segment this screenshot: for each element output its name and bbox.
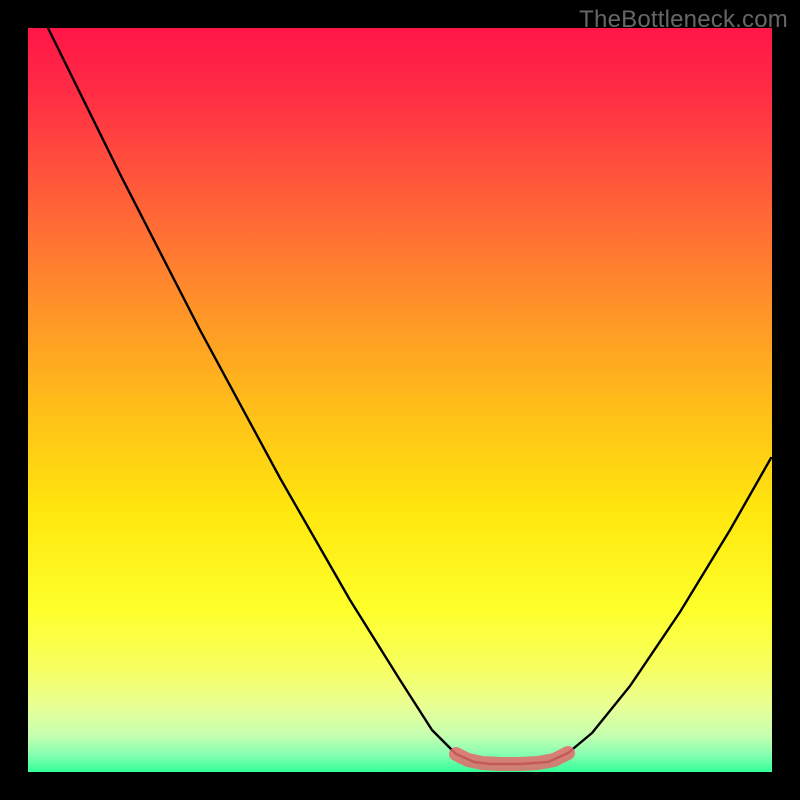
bottleneck-chart: TheBottleneck.com bbox=[0, 0, 800, 800]
watermark-text: TheBottleneck.com bbox=[579, 6, 788, 34]
plot-background bbox=[28, 28, 772, 772]
chart-svg bbox=[0, 0, 800, 800]
